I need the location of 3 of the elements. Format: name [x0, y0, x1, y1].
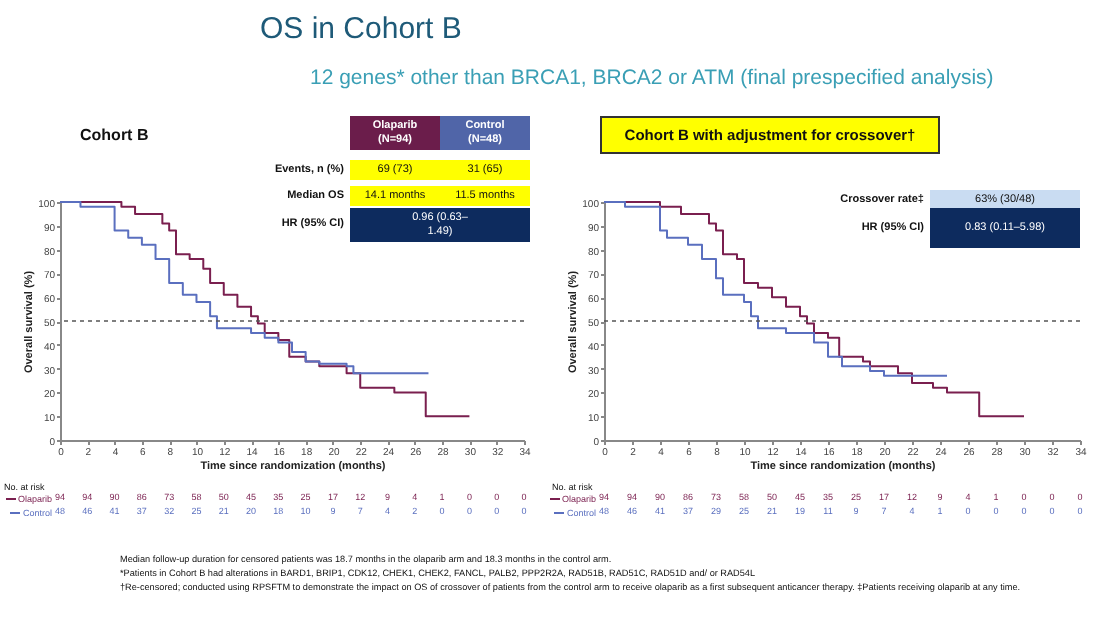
text: 12 genes* other than BRCA1, BRCA2 or ATM (final prespecified analysis): [310, 66, 994, 93]
text: Cohort B: [80, 126, 149, 146]
chart-title: OS in Cohort B: [260, 12, 462, 50]
